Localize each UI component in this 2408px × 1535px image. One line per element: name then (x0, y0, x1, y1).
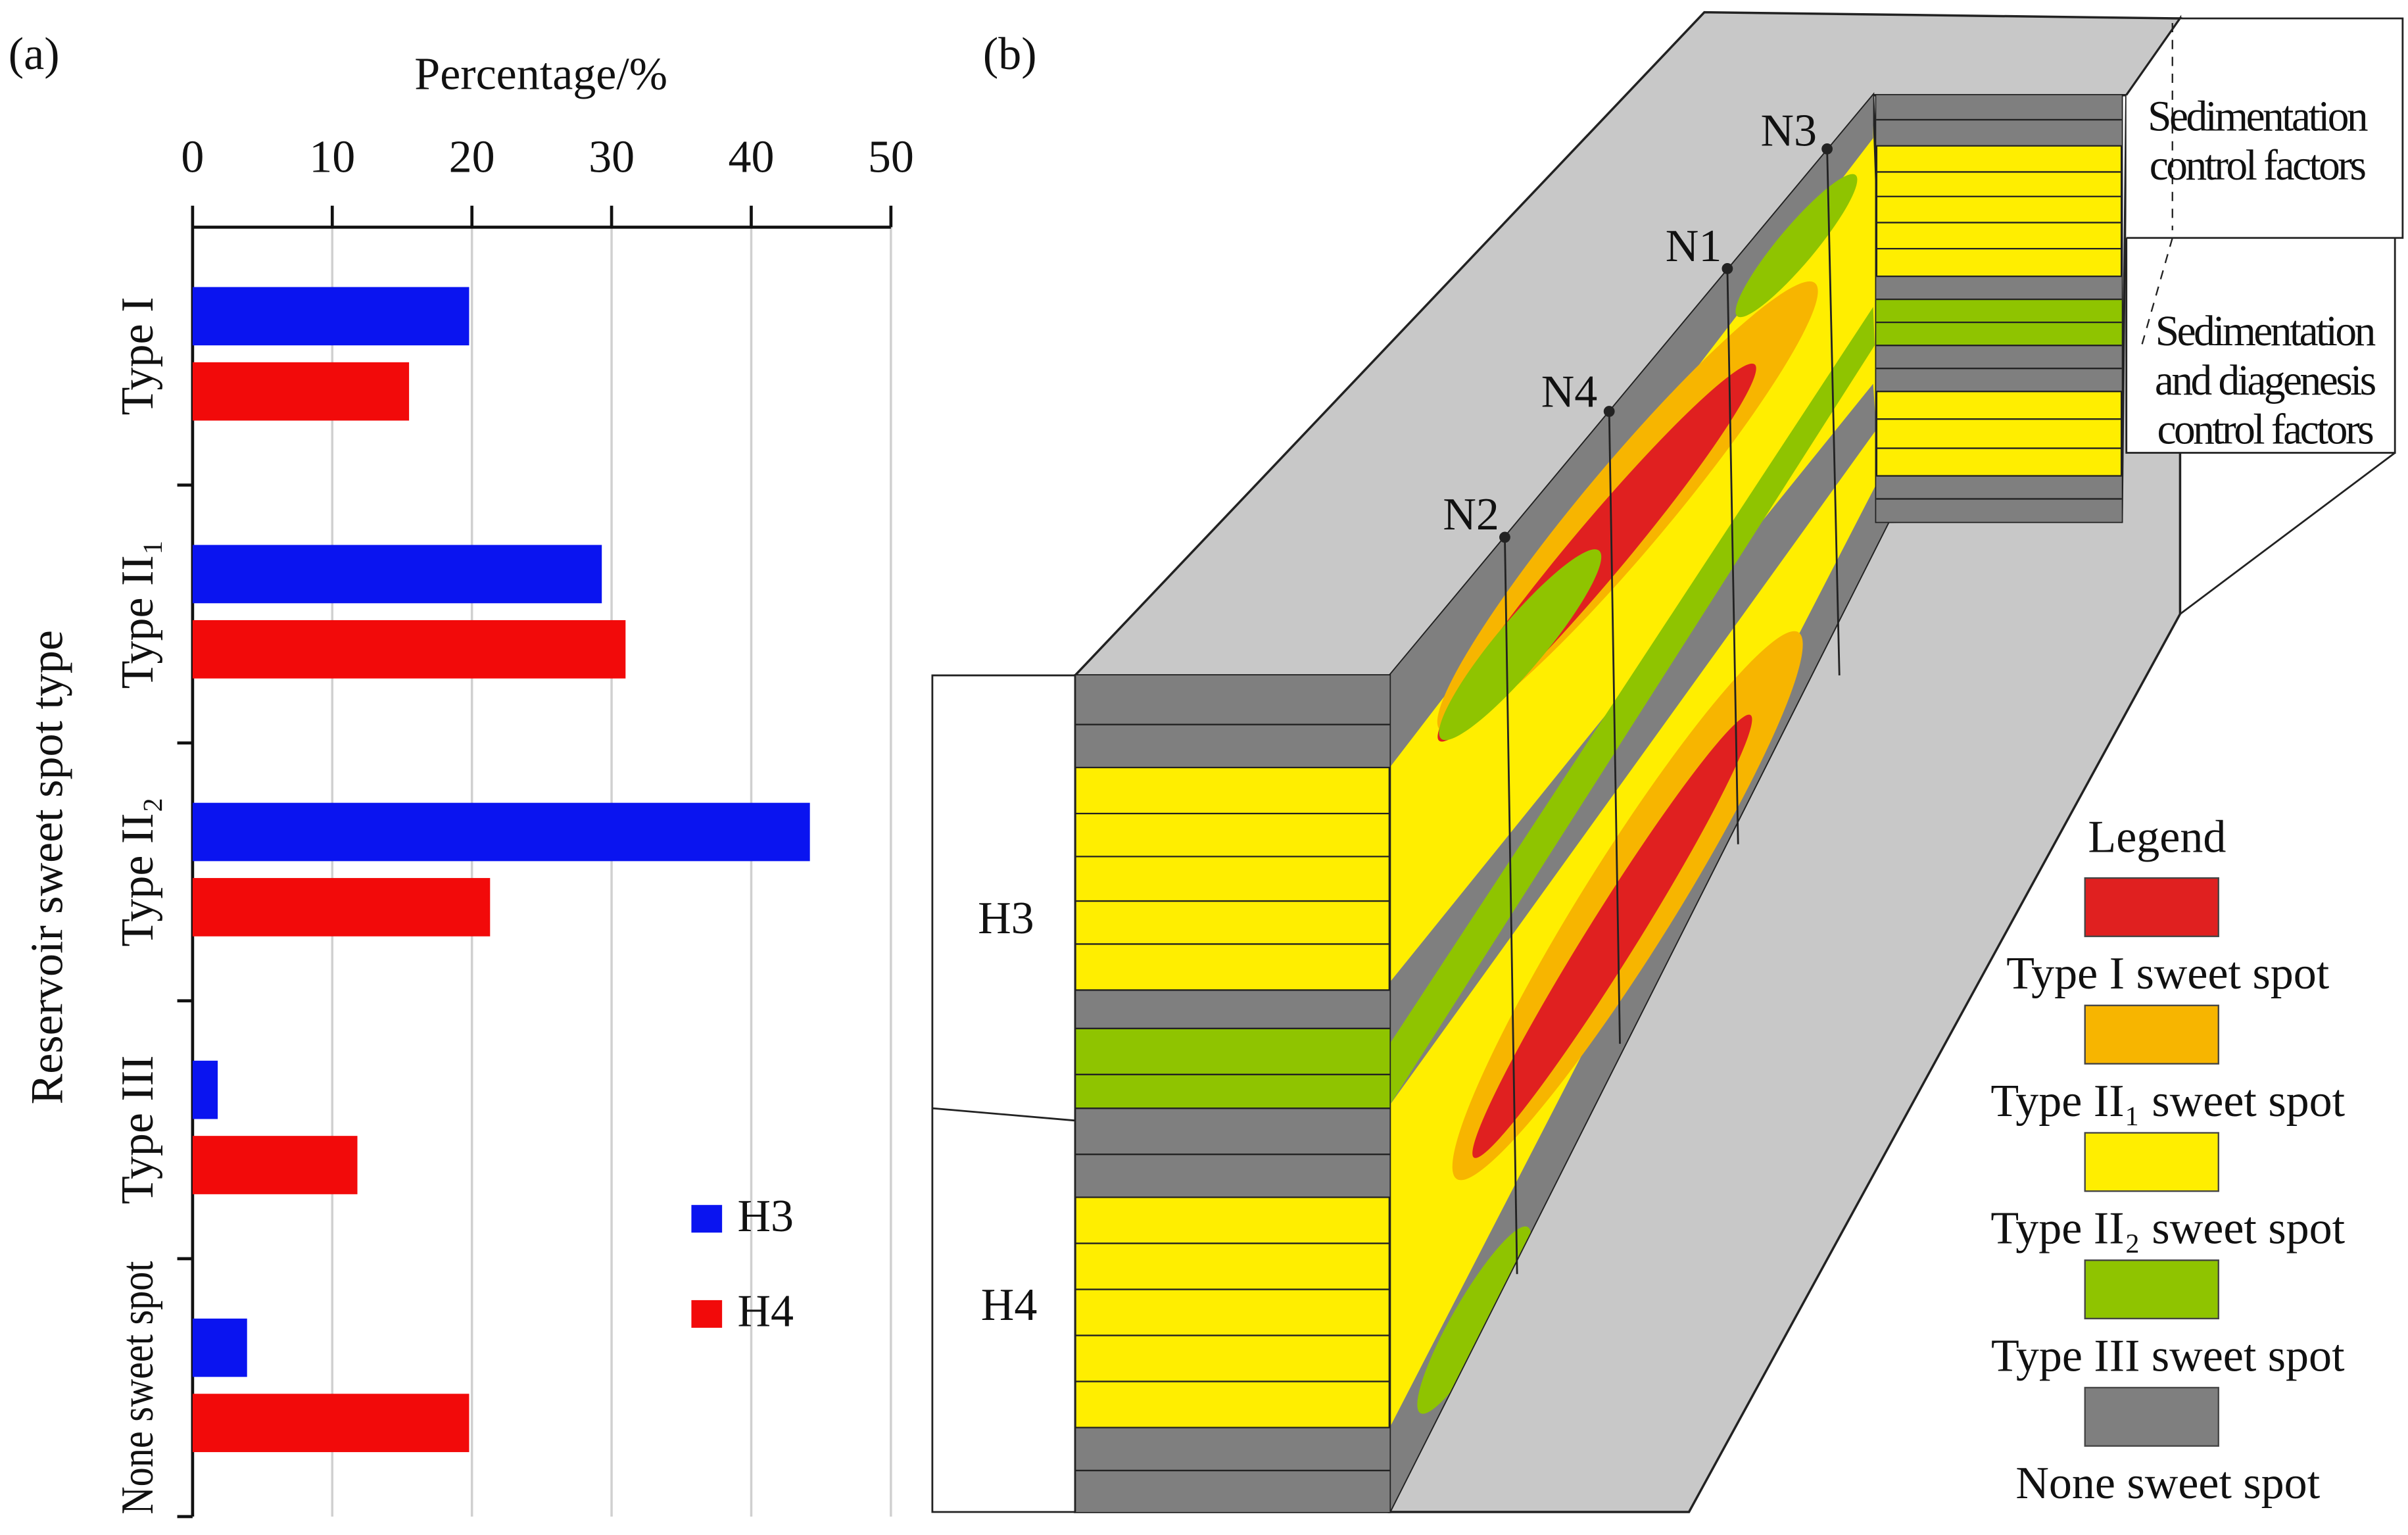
y-tick-label: Type I (112, 297, 163, 416)
x-tick-label: 0 (181, 132, 204, 182)
bar (192, 1060, 218, 1119)
dashed-link (2140, 23, 2173, 346)
y-tick-label: None sweet spot (112, 1261, 163, 1515)
y-axis-title: Reservoir sweet spot type (22, 630, 73, 1104)
front-layer (1074, 1028, 1390, 1109)
front-layer (1074, 990, 1390, 1029)
x-tick-label: 30 (589, 132, 635, 182)
bar (192, 545, 602, 604)
x-axis-title: Percentage/% (414, 49, 667, 99)
legend-label: H4 (737, 1286, 794, 1337)
interval-label: H3 (978, 893, 1034, 944)
interval-box (931, 674, 1076, 1513)
legend-swatch (691, 1205, 723, 1233)
bar (192, 878, 491, 937)
front-bedding (1074, 723, 1390, 1472)
x-tick-label: 10 (309, 132, 355, 182)
panel-label: (b) (983, 29, 1037, 80)
back-bedding (1876, 118, 2122, 500)
control-label: Sedimentation (2155, 308, 2376, 355)
bar (192, 802, 810, 862)
well-label: N1 (1666, 221, 1722, 272)
well-label: N4 (1541, 367, 1598, 418)
legend-swatch (691, 1300, 723, 1328)
label-boxes (2125, 17, 2404, 615)
legend-label: Type II₂ sweet spot (1990, 1204, 2345, 1254)
legend-swatch (2084, 1259, 2219, 1320)
panel-label: (a) (9, 29, 60, 80)
legend-label: None sweet spot (2015, 1458, 2320, 1509)
legend-label: Type III sweet spot (1991, 1330, 2345, 1381)
legend-swatch (2084, 1132, 2219, 1192)
x-tick-label: 50 (868, 132, 914, 182)
bar (192, 287, 470, 346)
control-label: and diagenesis (2155, 357, 2376, 404)
control-label: control factors (2157, 406, 2373, 454)
legend-swatch (2084, 1004, 2219, 1065)
y-tick-label: Type III (112, 1056, 163, 1204)
block-diagram (931, 11, 2404, 1513)
legend-swatch (2084, 1386, 2219, 1447)
bar (192, 362, 410, 421)
legend-label: Type I sweet spot (2006, 948, 2329, 999)
legend-label: Type II₁ sweet spot (1990, 1076, 2345, 1127)
front-layer (1074, 675, 1390, 768)
bar (192, 1394, 470, 1452)
side-streaks (1389, 95, 1889, 1512)
control-label: control factors (2150, 142, 2366, 189)
well-label: N2 (1443, 489, 1499, 540)
interval-label: H4 (981, 1280, 1038, 1330)
bar (192, 620, 626, 679)
front-layer (1074, 1108, 1390, 1198)
x-tick-label: 40 (728, 132, 774, 182)
y-tick-label: Type II₁ (112, 539, 163, 689)
well-label: N3 (1760, 106, 1817, 157)
legend-title: Legend (2088, 812, 2226, 862)
control-label: Sedimentation (2148, 93, 2368, 140)
wells (1499, 143, 1841, 1275)
y-tick-label: Type II₂ (112, 797, 163, 947)
legend-swatch (2084, 877, 2219, 937)
back-layer (1876, 276, 2122, 300)
legend-label: H3 (737, 1191, 794, 1242)
x-tick-label: 20 (449, 132, 495, 182)
bar (192, 1136, 358, 1194)
bar (192, 1318, 247, 1377)
